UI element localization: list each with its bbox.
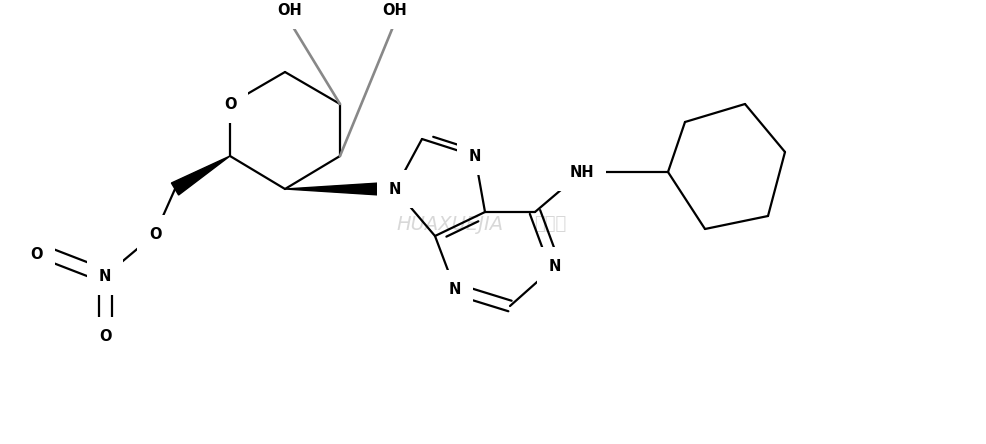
Text: O: O <box>224 96 237 111</box>
Text: OH: OH <box>278 3 303 17</box>
Text: N: N <box>449 281 461 297</box>
Text: N: N <box>549 258 561 274</box>
Text: N: N <box>468 148 481 163</box>
Text: OH: OH <box>383 3 407 17</box>
Polygon shape <box>285 182 395 196</box>
Text: N: N <box>99 269 111 284</box>
Text: O: O <box>99 329 111 344</box>
Text: N: N <box>388 182 401 197</box>
Polygon shape <box>172 156 230 195</box>
Text: O: O <box>149 226 162 242</box>
Text: O: O <box>31 246 43 262</box>
Text: HUAXUEJIA: HUAXUEJIA <box>396 214 504 234</box>
Text: NH: NH <box>570 164 595 179</box>
Text: 化学加: 化学加 <box>533 215 566 233</box>
